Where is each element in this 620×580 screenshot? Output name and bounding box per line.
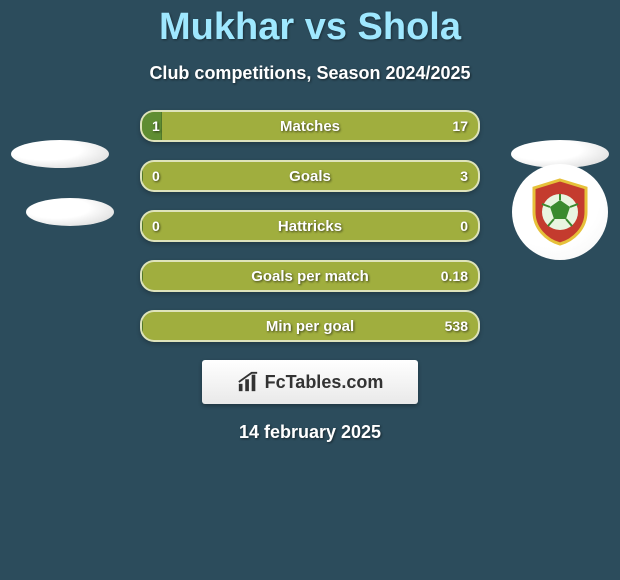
stat-label: Goals per match: [142, 262, 478, 290]
title-left: Mukhar: [159, 6, 294, 48]
stat-label: Matches: [142, 112, 478, 140]
ellipse-placeholder-icon: [26, 198, 114, 226]
stat-row: 0Hattricks0: [140, 210, 480, 242]
comparison-chart: 1Matches170Goals30Hattricks0Goals per ma…: [0, 110, 620, 342]
stat-label: Hattricks: [142, 212, 478, 240]
date-line: 14 february 2025: [0, 422, 620, 443]
stat-row: Goals per match0.18: [140, 260, 480, 292]
stat-right-value: 0: [460, 212, 468, 240]
stat-row: 0Goals3: [140, 160, 480, 192]
title-right: Shola: [358, 6, 461, 48]
subtitle: Club competitions, Season 2024/2025: [0, 63, 620, 84]
brand-box[interactable]: FcTables.com: [202, 360, 418, 404]
bar-chart-icon: [237, 371, 259, 393]
shield-football-icon: [524, 176, 596, 248]
stat-rows: 1Matches170Goals30Hattricks0Goals per ma…: [140, 110, 480, 342]
player-left-logo-2: [20, 162, 120, 262]
stat-right-value: 3: [460, 162, 468, 190]
stat-label: Goals: [142, 162, 478, 190]
stat-right-value: 538: [445, 312, 468, 340]
title-vs: vs: [305, 6, 347, 48]
stat-right-value: 0.18: [441, 262, 468, 290]
page-title: Mukhar vs Shola: [0, 6, 620, 49]
brand-label: FcTables.com: [265, 372, 384, 393]
stat-row: 1Matches17: [140, 110, 480, 142]
stat-label: Min per goal: [142, 312, 478, 340]
club-badge-icon: [512, 164, 608, 260]
stat-row: Min per goal538: [140, 310, 480, 342]
stat-right-value: 17: [452, 112, 468, 140]
player-right-logo-2: [510, 162, 610, 262]
